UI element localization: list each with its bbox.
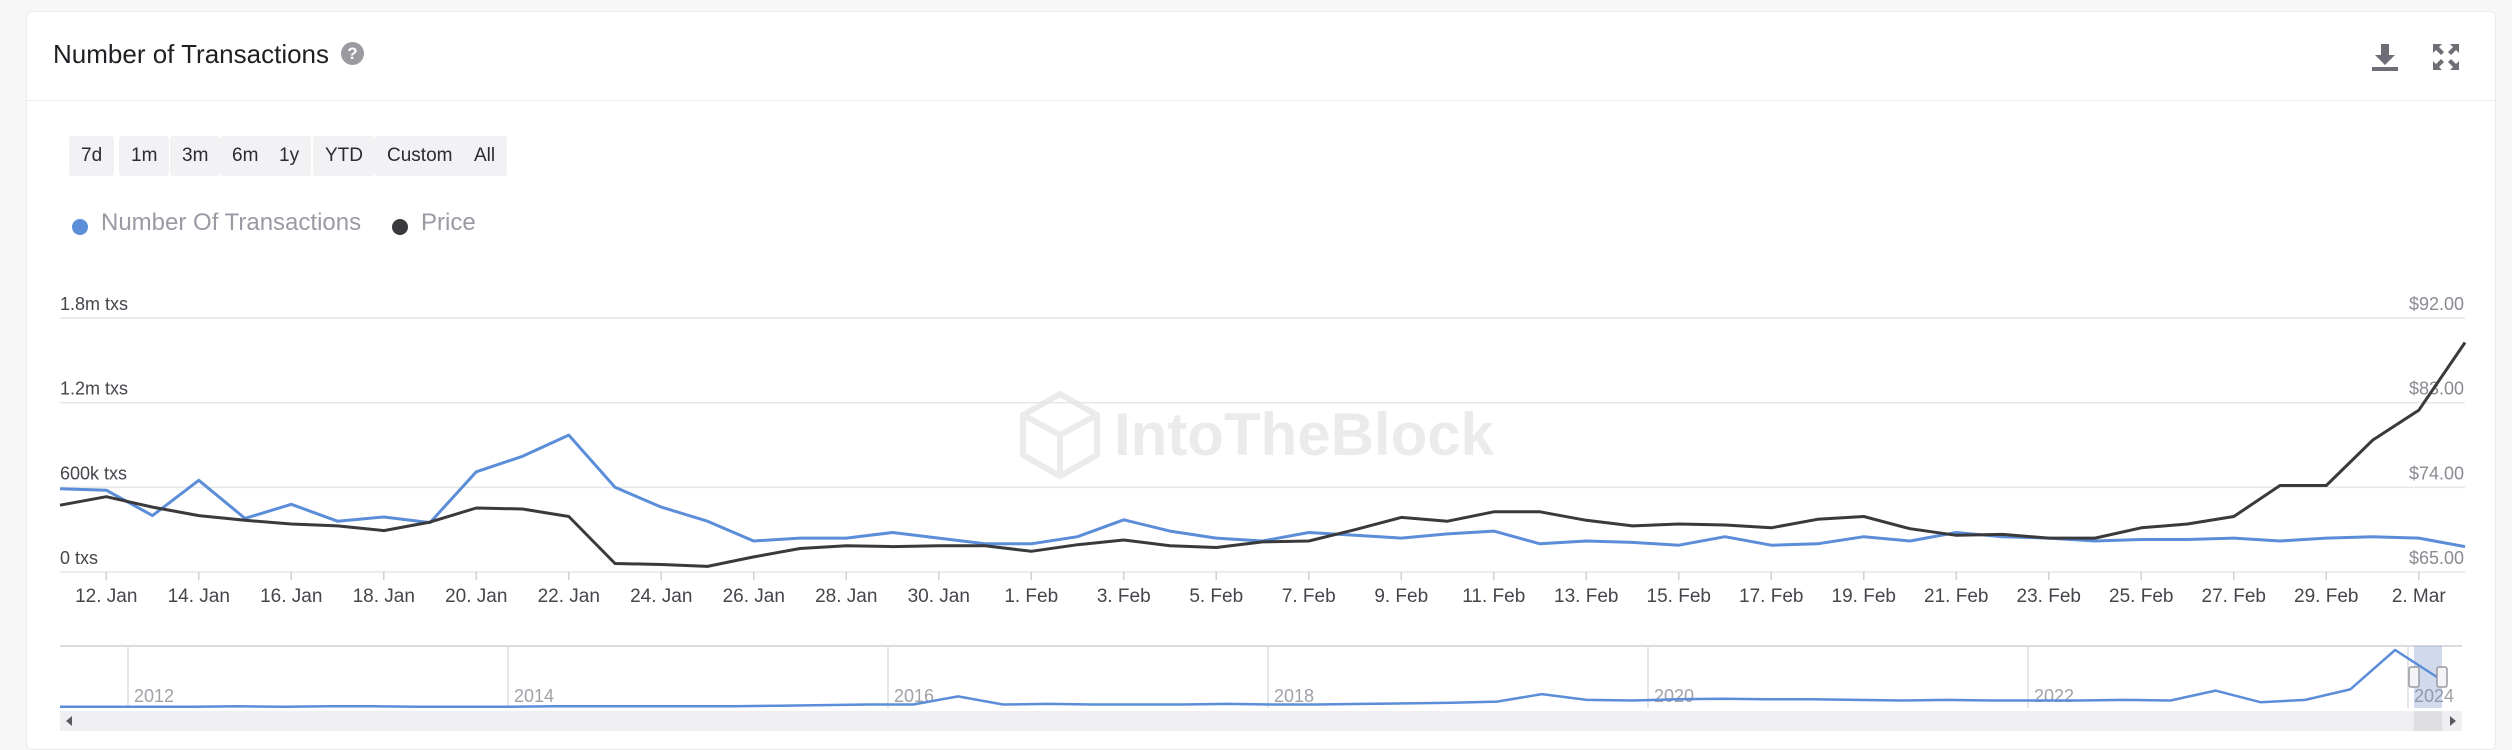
x-tick-label: 18. Jan [353,586,415,607]
navigator-year-label: 2024 [2414,686,2454,706]
range-1y-button[interactable]: 1y [267,136,312,176]
x-tick-label: 15. Feb [1647,586,1711,607]
navigator-year-label: 2014 [514,686,554,706]
legend-dot-transactions [72,219,88,235]
x-tick-label: 19. Feb [1832,586,1896,607]
x-tick-label: 30. Jan [908,586,970,607]
y-axis-left: 0 txs 600k txs 1.2m txs 1.8m txs [60,294,128,568]
range-6m-button[interactable]: 6m [220,136,271,176]
x-tick-label: 17. Feb [1739,586,1803,607]
y-axis-right: $65.00 $74.00 $83.00 $92.00 [2409,294,2464,568]
x-tick-label: 25. Feb [2109,586,2173,607]
x-tick-label: 12. Jan [75,586,137,607]
series-line-price [59,341,2467,568]
y-left-tick-label: 1.8m txs [60,294,128,314]
navigator-year-label: 2012 [134,686,174,706]
x-tick-label: 21. Feb [1924,586,1988,607]
navigator[interactable]: 2012 2014 2016 2018 2020 2022 2024 [60,645,2462,731]
legend-label-transactions: Number Of Transactions [101,209,362,236]
x-tick-label: 22. Jan [538,586,600,607]
navigator-year-label: 2016 [894,686,934,706]
grid [60,317,2465,573]
y-right-tick-label: $74.00 [2409,463,2464,483]
card-header: Number of Transactions ? [27,12,2495,101]
navigator-scrollbar-thumb[interactable] [2414,711,2442,731]
series-lines [59,341,2467,568]
x-tick-label: 11. Feb [1462,586,1525,607]
x-tick-label: 13. Feb [1554,586,1618,607]
navigator-year-label: 2020 [1654,686,1694,706]
download-icon[interactable] [2368,40,2402,74]
range-custom-button[interactable]: Custom [375,136,465,176]
x-tick-label: 5. Feb [1189,586,1243,607]
scroll-right-icon[interactable] [2450,716,2456,726]
navigator-scrollbar-track [60,711,2462,731]
scroll-left-icon[interactable] [66,716,72,726]
navigator-year-label: 2022 [2034,686,2074,706]
x-tick-label: 23. Feb [2017,586,2081,607]
navigator-year-label: 2018 [1274,686,1314,706]
intotheblock-logo-icon [1020,390,1100,480]
x-tick-label: 24. Jan [630,586,692,607]
range-7d-button[interactable]: 7d [69,136,115,176]
expand-icon[interactable] [2429,40,2463,74]
navigator-handle[interactable] [2408,666,2420,688]
range-ytd-button[interactable]: YTD [313,136,375,176]
chart-card: Number of Transactions ? 7d 1m 3m 6m 1y … [26,11,2496,750]
y-left-tick-label: 0 txs [60,548,98,568]
x-tick-label: 14. Jan [168,586,230,607]
y-left-tick-label: 600k txs [60,463,127,483]
x-tick-label: 1. Feb [1004,586,1058,607]
x-tick-label: 7. Feb [1282,586,1336,607]
x-tick-label: 27. Feb [2202,586,2266,607]
x-axis: 12. Jan 14. Jan 16. Jan 18. Jan 20. Jan 22. J… [75,572,2446,607]
y-right-tick-label: $83.00 [2409,379,2464,399]
x-tick-label: 9. Feb [1374,586,1428,607]
range-1m-button[interactable]: 1m [119,136,170,176]
watermark: IntoTheBlock [1020,390,1495,480]
navigator-series-line [60,648,2441,709]
x-tick-label: 2. Mar [2392,586,2447,607]
legend-label-price: Price [421,209,476,236]
question-circle-icon[interactable]: ? [341,42,364,65]
range-3m-button[interactable]: 3m [170,136,221,176]
y-right-tick-label: $65.00 [2409,548,2464,568]
range-all-button[interactable]: All [462,136,508,176]
x-tick-label: 16. Jan [260,586,322,607]
x-tick-label: 3. Feb [1097,586,1151,607]
x-tick-label: 29. Feb [2294,586,2358,607]
x-tick-label: 28. Jan [815,586,877,607]
x-tick-label: 26. Jan [723,586,785,607]
y-left-tick-label: 1.2m txs [60,379,128,399]
x-tick-label: 20. Jan [445,586,507,607]
legend-dot-price [392,219,408,235]
watermark-text: IntoTheBlock [1114,401,1495,468]
y-right-tick-label: $92.00 [2409,294,2464,314]
navigator-handle[interactable] [2436,666,2448,688]
chart-title: Number of Transactions [53,39,330,69]
